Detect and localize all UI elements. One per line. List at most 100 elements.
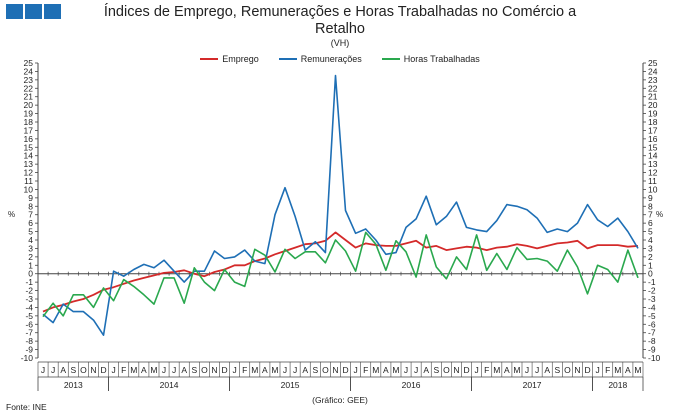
y-tick-label-right: 22	[648, 83, 658, 93]
y-axis-label-left: %	[8, 210, 16, 219]
y-tick-label-right: -6	[648, 319, 656, 329]
month-label: J	[233, 365, 237, 375]
legend-label-horas: Horas Trabalhadas	[403, 54, 480, 64]
source-note: Fonte: INE	[6, 402, 47, 412]
y-tick-label-left: 23	[24, 75, 34, 85]
month-label: S	[191, 365, 197, 375]
month-label: A	[141, 365, 147, 375]
month-label: M	[493, 365, 500, 375]
month-label: A	[181, 365, 187, 375]
legend-item-horas: Horas Trabalhadas	[381, 54, 480, 64]
y-tick-label-left: 17	[24, 125, 34, 135]
month-label: O	[201, 365, 208, 375]
y-tick-label-left: 16	[24, 134, 34, 144]
y-tick-label-right: -7	[648, 328, 656, 338]
y-tick-label-right: -10	[648, 353, 661, 363]
y-tick-label-left: 25	[24, 58, 34, 68]
chart-title: Índices de Emprego, Remunerações e Horas…	[103, 4, 577, 37]
legend-swatch-remuneracoes	[278, 58, 297, 60]
y-tick-label-left: 15	[24, 142, 34, 152]
y-tick-label-right: 14	[648, 151, 658, 161]
y-tick-label-right: 21	[648, 92, 658, 102]
y-tick-label-right: -4	[648, 302, 656, 312]
month-label: D	[342, 365, 348, 375]
y-tick-label-left: 12	[24, 168, 34, 178]
y-tick-label-left: 9	[28, 193, 33, 203]
legend-item-remuneracoes: Remunerações	[278, 54, 362, 64]
year-label: 2017	[523, 380, 542, 390]
month-label: M	[130, 365, 137, 375]
month-label: N	[332, 365, 338, 375]
y-tick-label-left: -8	[25, 336, 33, 346]
y-tick-label-left: -6	[25, 319, 33, 329]
month-label: J	[354, 365, 358, 375]
year-label: 2018	[608, 380, 627, 390]
month-label: D	[463, 365, 469, 375]
chart-legend: Emprego Remunerações Horas Trabalhadas	[0, 54, 680, 64]
y-tick-label-right: 23	[648, 75, 658, 85]
y-tick-label-left: -9	[25, 345, 33, 355]
month-label: D	[221, 365, 227, 375]
y-tick-label-right: -5	[648, 311, 656, 321]
month-label: M	[614, 365, 621, 375]
y-tick-label-right: -9	[648, 345, 656, 355]
y-tick-label-right: 11	[648, 176, 657, 186]
y-tick-label-left: 11	[24, 176, 33, 186]
y-tick-label-left: 20	[24, 100, 34, 110]
month-label: A	[302, 365, 308, 375]
month-label: D	[584, 365, 590, 375]
month-label: N	[211, 365, 217, 375]
year-label: 2015	[281, 380, 300, 390]
y-tick-label-right: 6	[648, 218, 653, 228]
y-tick-label-right: 3	[648, 243, 653, 253]
month-label: J	[112, 365, 116, 375]
y-tick-label-left: 21	[24, 92, 34, 102]
month-label: M	[392, 365, 399, 375]
month-label: J	[404, 365, 408, 375]
month-label: S	[433, 365, 439, 375]
y-tick-label-left: 13	[24, 159, 34, 169]
y-tick-label-right: 12	[648, 168, 658, 178]
month-label: M	[271, 365, 278, 375]
y-tick-label-right: -8	[648, 336, 656, 346]
month-label: A	[262, 365, 268, 375]
month-label: O	[80, 365, 87, 375]
y-tick-label-right: 0	[648, 269, 653, 279]
y-tick-label-right: 20	[648, 100, 658, 110]
month-label: A	[625, 365, 631, 375]
y-tick-label-left: 6	[28, 218, 33, 228]
month-label: N	[453, 365, 459, 375]
chart-subtitle: (VH)	[330, 38, 350, 48]
y-tick-label-right: -3	[648, 294, 656, 304]
y-tick-label-right: 4	[648, 235, 653, 245]
month-label: J	[51, 365, 55, 375]
y-tick-label-right: 10	[648, 184, 658, 194]
y-tick-label-left: 14	[24, 151, 34, 161]
y-tick-label-left: 1	[28, 260, 33, 270]
y-tick-label-left: 19	[24, 109, 34, 119]
month-label: J	[525, 365, 529, 375]
month-label: F	[605, 365, 610, 375]
y-tick-label-right: 17	[648, 125, 658, 135]
y-tick-label-right: 19	[648, 109, 658, 119]
month-label: F	[242, 365, 247, 375]
legend-swatch-emprego	[200, 58, 219, 60]
year-label: 2013	[64, 380, 83, 390]
month-label: M	[251, 365, 258, 375]
month-label: J	[41, 365, 45, 375]
month-label: F	[484, 365, 489, 375]
month-label: J	[414, 365, 418, 375]
y-tick-label-right: -2	[648, 286, 656, 296]
month-label: S	[70, 365, 76, 375]
y-tick-label-right: -1	[648, 277, 656, 287]
y-tick-label-right: 16	[648, 134, 658, 144]
year-label: 2014	[160, 380, 179, 390]
y-tick-label-left: 3	[28, 243, 33, 253]
month-label: A	[504, 365, 510, 375]
month-label: S	[554, 365, 560, 375]
month-label: D	[100, 365, 106, 375]
y-tick-label-left: 22	[24, 83, 34, 93]
y-tick-label-left: -7	[25, 328, 33, 338]
month-label: F	[363, 365, 368, 375]
